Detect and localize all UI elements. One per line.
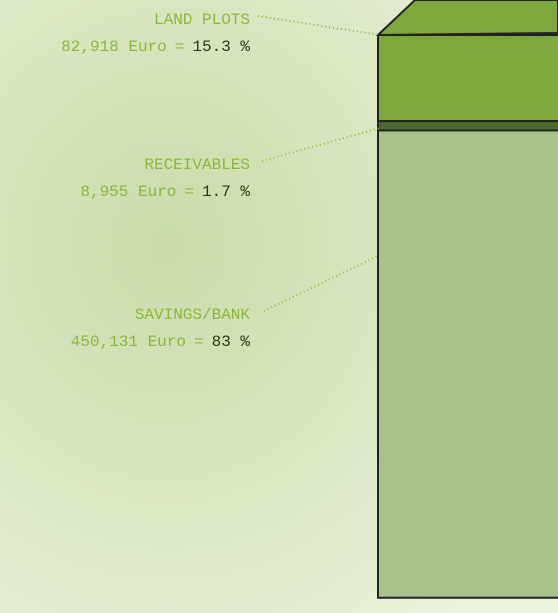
value-amount: 450,131 Euro <box>71 333 186 351</box>
category-label: LAND PLOTS <box>154 11 250 29</box>
value-label: 450,131 Euro = 83 % <box>71 333 251 351</box>
column <box>378 35 558 598</box>
value-label: 8,955 Euro = 1.7 % <box>80 183 250 201</box>
category-label: RECEIVABLES <box>144 156 250 174</box>
separator: = <box>175 38 185 56</box>
column-segment <box>378 35 558 121</box>
column-segment <box>378 121 558 131</box>
column-segment <box>378 130 558 597</box>
percentage: 83 % <box>212 333 251 351</box>
category-label: SAVINGS/BANK <box>135 306 251 324</box>
percentage: 1.7 % <box>202 183 250 201</box>
chart: LAND PLOTS 82,918 Euro = 15.3 % RECEIVABLES 8… <box>0 0 558 613</box>
percentage: 15.3 % <box>192 38 250 56</box>
separator: = <box>184 183 194 201</box>
value-amount: 82,918 Euro <box>61 38 167 56</box>
separator: = <box>194 333 204 351</box>
value-amount: 8,955 Euro <box>80 183 176 201</box>
value-label: 82,918 Euro = 15.3 % <box>61 38 250 56</box>
